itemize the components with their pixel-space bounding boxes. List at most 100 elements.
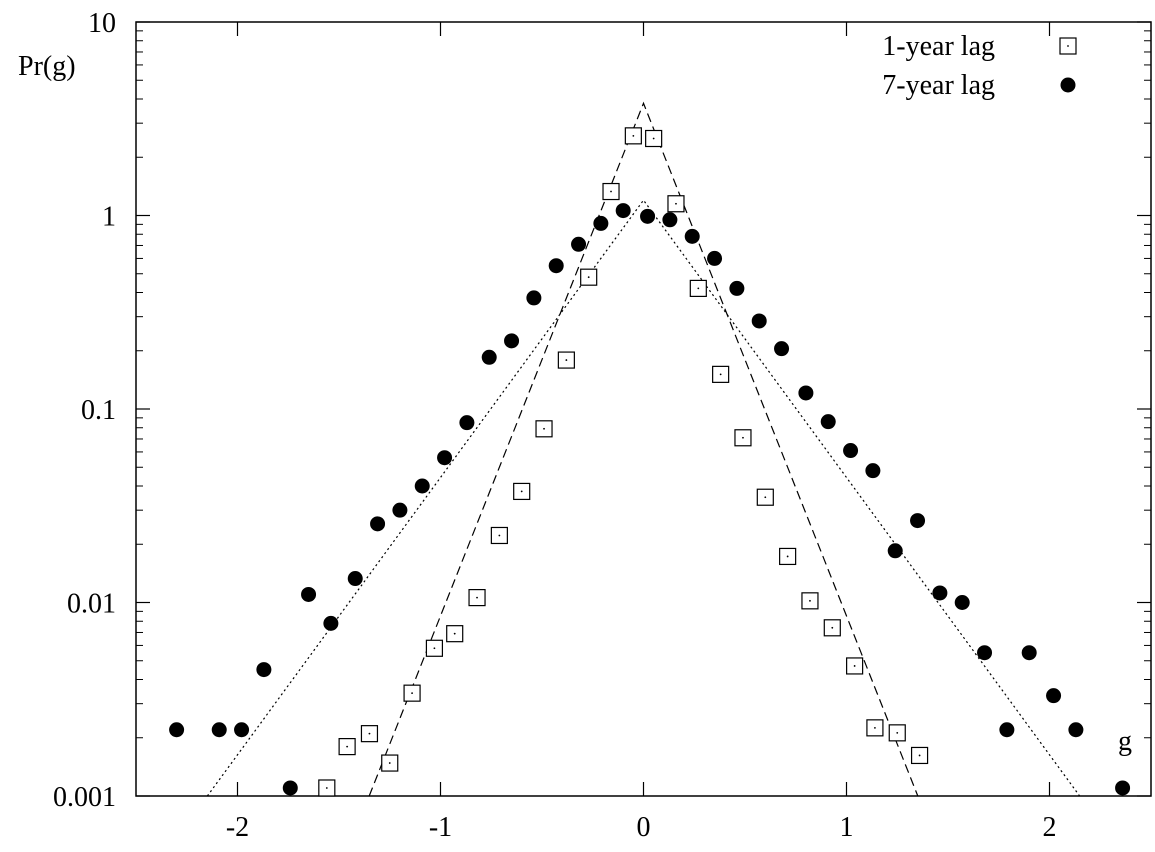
square-center-dot <box>719 373 722 376</box>
fit-lines <box>206 101 1081 797</box>
legend-marker-7-year-lag <box>1060 77 1076 93</box>
series-layer <box>169 127 1131 797</box>
y-tick-label: 0.1 <box>81 395 116 426</box>
fit-line-dotted <box>206 199 1081 797</box>
point-7-year-lag <box>301 586 317 602</box>
point-7-year-lag <box>256 662 272 678</box>
square-center-dot <box>433 647 436 650</box>
square-center-dot <box>520 490 523 493</box>
point-7-year-lag <box>774 341 790 357</box>
y-axis-label: Pr(g) <box>18 51 76 82</box>
square-center-dot <box>764 496 767 499</box>
point-1-year-lag <box>910 746 929 765</box>
square-center-dot <box>368 732 371 735</box>
point-1-year-lag <box>756 488 774 506</box>
x-tick-label: -2 <box>226 812 249 843</box>
point-1-year-lag <box>624 127 642 145</box>
square-center-dot <box>587 276 590 279</box>
point-1-year-lag <box>779 547 797 566</box>
square-center-dot <box>610 190 612 193</box>
point-7-year-lag <box>169 722 185 738</box>
point-7-year-lag <box>999 722 1015 738</box>
point-1-year-lag <box>712 365 730 383</box>
square-center-dot <box>896 731 899 734</box>
point-1-year-lag <box>689 279 707 298</box>
x-tick-label: 1 <box>840 812 854 843</box>
square-center-dot <box>411 692 413 695</box>
point-7-year-lag <box>615 203 631 219</box>
point-1-year-lag <box>490 526 508 545</box>
point-1-year-lag <box>866 719 884 737</box>
point-7-year-lag <box>323 615 339 631</box>
point-1-year-lag <box>801 592 819 610</box>
point-7-year-lag <box>392 502 408 518</box>
point-7-year-lag <box>1021 645 1037 661</box>
point-1-year-lag <box>580 268 598 286</box>
fit-line-dashed <box>368 101 919 797</box>
point-7-year-lag <box>977 645 993 661</box>
point-7-year-lag <box>459 415 475 431</box>
point-7-year-lag <box>729 280 745 296</box>
square-center-dot <box>809 599 811 602</box>
point-7-year-lag <box>504 333 520 349</box>
square-center-dot <box>697 287 700 290</box>
point-1-year-lag <box>846 657 864 675</box>
point-1-year-lag <box>360 725 379 743</box>
point-1-year-lag <box>318 779 336 797</box>
square-center-dot <box>742 436 744 439</box>
legend-label-7-year-lag: 7-year lag <box>882 70 995 101</box>
point-7-year-lag <box>234 722 250 738</box>
x-tick-label: -1 <box>429 812 452 843</box>
point-7-year-lag <box>370 516 386 532</box>
point-7-year-lag <box>481 349 497 365</box>
point-7-year-lag <box>954 595 970 610</box>
point-7-year-lag <box>798 385 814 401</box>
point-7-year-lag <box>548 258 564 274</box>
point-7-year-lag <box>282 780 298 796</box>
square-center-dot <box>565 359 568 361</box>
x-axis-label: g <box>1118 726 1132 757</box>
square-center-dot <box>918 754 921 757</box>
point-1-year-lag <box>888 724 906 742</box>
point-7-year-lag <box>526 290 542 306</box>
point-1-year-lag <box>513 482 531 501</box>
square-center-dot <box>675 202 677 205</box>
point-1-year-lag <box>468 589 486 607</box>
point-1-year-lag <box>602 182 620 201</box>
point-7-year-lag <box>1068 722 1084 738</box>
y-tick-label: 1 <box>102 202 116 233</box>
point-7-year-lag <box>707 250 723 266</box>
point-7-year-lag <box>414 478 430 494</box>
point-1-year-lag <box>823 619 841 637</box>
point-7-year-lag <box>1115 780 1131 796</box>
point-7-year-lag <box>910 513 926 529</box>
point-1-year-lag <box>338 738 356 756</box>
x-tick-label: 0 <box>637 812 651 843</box>
square-center-dot <box>476 596 478 599</box>
point-7-year-lag <box>865 463 881 479</box>
point-7-year-lag <box>820 414 836 430</box>
point-1-year-lag <box>381 754 399 772</box>
point-1-year-lag <box>446 625 464 643</box>
plot-frame <box>135 21 1152 797</box>
point-7-year-lag <box>932 585 948 601</box>
y-tick-label: 10 <box>88 8 116 39</box>
point-7-year-lag <box>593 215 609 231</box>
series-7-year-lag <box>169 203 1131 796</box>
point-1-year-lag <box>535 420 553 438</box>
point-7-year-lag <box>437 450 453 466</box>
square-center-dot <box>1067 45 1069 47</box>
legend: 1-year lag 7-year lag <box>882 31 1077 101</box>
series-1-year-lag <box>318 127 929 797</box>
legend-label-1-year-lag: 1-year lag <box>882 31 995 62</box>
point-7-year-lag <box>640 208 656 224</box>
point-1-year-lag <box>645 129 663 148</box>
y-tick-label: 0.001 <box>53 782 116 813</box>
y-axis-ticks: 0.001 0.01 0.1 1 10 <box>53 8 1151 813</box>
point-7-year-lag <box>1046 688 1062 704</box>
square-center-dot <box>874 726 876 729</box>
x-tick-label: 2 <box>1043 812 1057 843</box>
square-center-dot <box>786 555 789 558</box>
x-axis-ticks: -2 -1 0 1 2 <box>226 22 1057 843</box>
